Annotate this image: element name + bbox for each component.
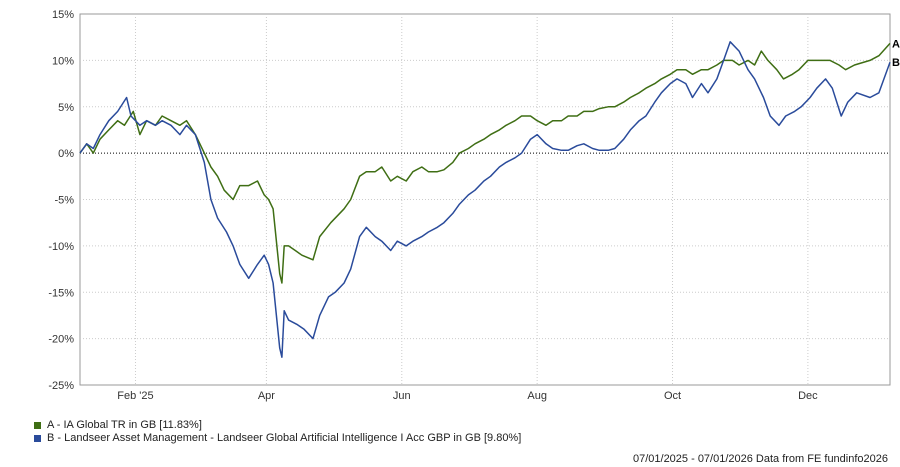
legend-item-a: A - IA Global TR in GB [11.83%]	[34, 419, 521, 432]
x-tick-label: Dec	[798, 390, 818, 402]
date-range-source-note: 07/01/2025 - 07/01/2026 Data from FE fun…	[632, 453, 888, 465]
x-axis-tick-labels: Feb '25 Apr Jun Aug Oct Dec	[117, 390, 818, 402]
y-tick-label: 5%	[58, 102, 74, 114]
vertical-gridlines	[134, 14, 809, 385]
series-lines	[79, 41, 891, 358]
y-tick-label: -25%	[48, 380, 74, 392]
series-end-labels: AB	[892, 38, 900, 69]
end-label-b: B	[892, 57, 900, 69]
y-tick-label: -5%	[54, 195, 74, 207]
legend-swatch-b	[34, 435, 41, 442]
legend-label-a: A - IA Global TR in GB [11.83%]	[47, 419, 202, 431]
x-tick-label: Apr	[258, 390, 275, 402]
x-tick-label: Feb '25	[117, 390, 153, 402]
y-tick-label: 10%	[52, 55, 74, 67]
y-tick-label: 0%	[58, 148, 74, 160]
series-line-a	[79, 42, 891, 284]
series-line-b	[79, 41, 891, 358]
x-tick-label: Aug	[527, 390, 547, 402]
legend-label-b: B - Landseer Asset Management - Landseer…	[47, 432, 522, 444]
legend-swatch-a	[34, 422, 41, 429]
y-tick-label: -15%	[48, 287, 74, 299]
end-label-a: A	[892, 38, 900, 50]
horizontal-gridlines	[80, 59, 890, 340]
x-tick-label: Jun	[393, 390, 411, 402]
legend: A - IA Global TR in GB [11.83%] B - Land…	[34, 419, 521, 445]
x-tick-label: Oct	[664, 390, 681, 402]
legend-item-b: B - Landseer Asset Management - Landseer…	[34, 432, 521, 445]
y-tick-label: -10%	[48, 241, 74, 253]
y-axis-tick-labels: 15% 10% 5% 0% -5% -10% -15% -20% -25%	[48, 9, 74, 392]
y-tick-label: -20%	[48, 334, 74, 346]
y-tick-label: 15%	[52, 9, 74, 21]
